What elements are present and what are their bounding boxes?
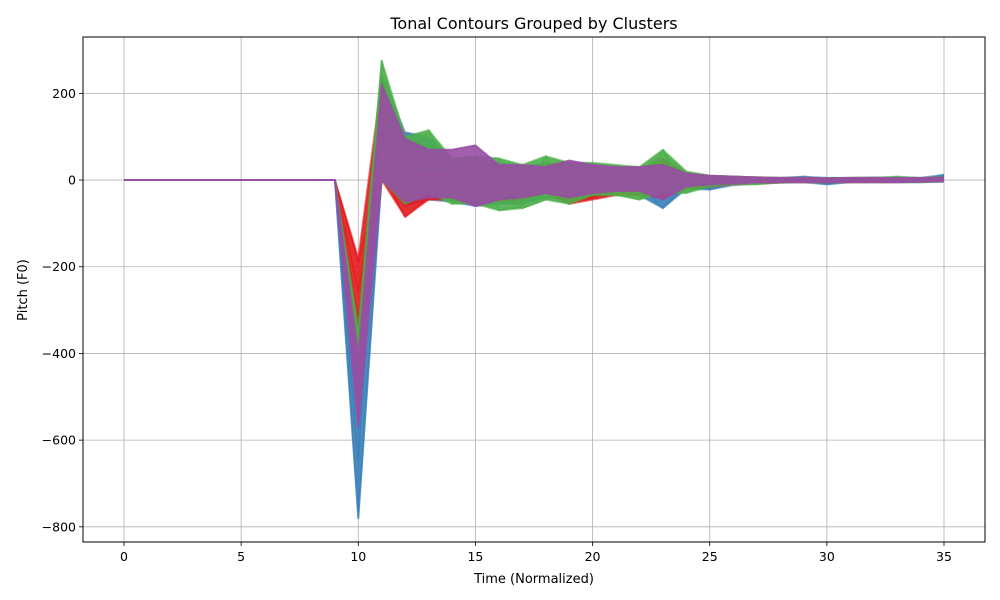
cluster-series: [124, 59, 945, 520]
y-tick-label: −800: [42, 519, 76, 534]
y-tick-label: 0: [68, 173, 76, 188]
contour-line: [124, 83, 945, 428]
contour-line: [124, 174, 945, 520]
plot-frame: [82, 36, 986, 543]
contour-line: [124, 92, 945, 337]
cluster-4: [124, 83, 945, 429]
cluster-lower-line: [124, 176, 945, 520]
y-axis-label: Pitch (F0): [16, 259, 31, 321]
cluster-envelope: [124, 60, 944, 358]
y-tick-label: −600: [42, 433, 76, 448]
contour-line: [124, 179, 945, 363]
contour-line: [124, 59, 945, 359]
y-tick-label: −400: [42, 346, 76, 361]
x-tick-label: 5: [237, 549, 245, 564]
y-axis-ticks: 200 0 −200 −400 −600 −800: [42, 86, 83, 534]
cluster-upper-line: [124, 83, 945, 355]
x-tick-label: 0: [120, 549, 128, 564]
cluster-2: [124, 79, 945, 355]
x-axis-ticks: 0 5 10 15 20 25 30 35: [120, 542, 952, 564]
contour-line: [124, 101, 945, 463]
x-tick-label: 10: [350, 549, 366, 564]
cluster-1: [124, 75, 945, 520]
y-tick-label: 200: [52, 86, 76, 101]
x-tick-label: 15: [467, 549, 483, 564]
x-tick-label: 35: [936, 549, 952, 564]
cluster-envelope: [124, 80, 944, 354]
cluster-lower-line: [124, 179, 945, 429]
cluster-lower-line: [124, 179, 945, 359]
y-tick-label: −200: [42, 259, 76, 274]
cluster-envelope: [124, 84, 944, 428]
cluster-3: [124, 59, 945, 359]
contour-line: [124, 75, 944, 346]
x-tick-label: 20: [585, 549, 601, 564]
x-tick-label: 25: [702, 549, 718, 564]
contour-line: [124, 131, 944, 389]
cluster-envelope: [124, 76, 944, 519]
chart-title: Tonal Contours Grouped by Clusters: [389, 14, 677, 33]
x-tick-label: 30: [819, 549, 835, 564]
x-axis-label: Time (Normalized): [473, 572, 594, 587]
grid: [83, 37, 985, 542]
